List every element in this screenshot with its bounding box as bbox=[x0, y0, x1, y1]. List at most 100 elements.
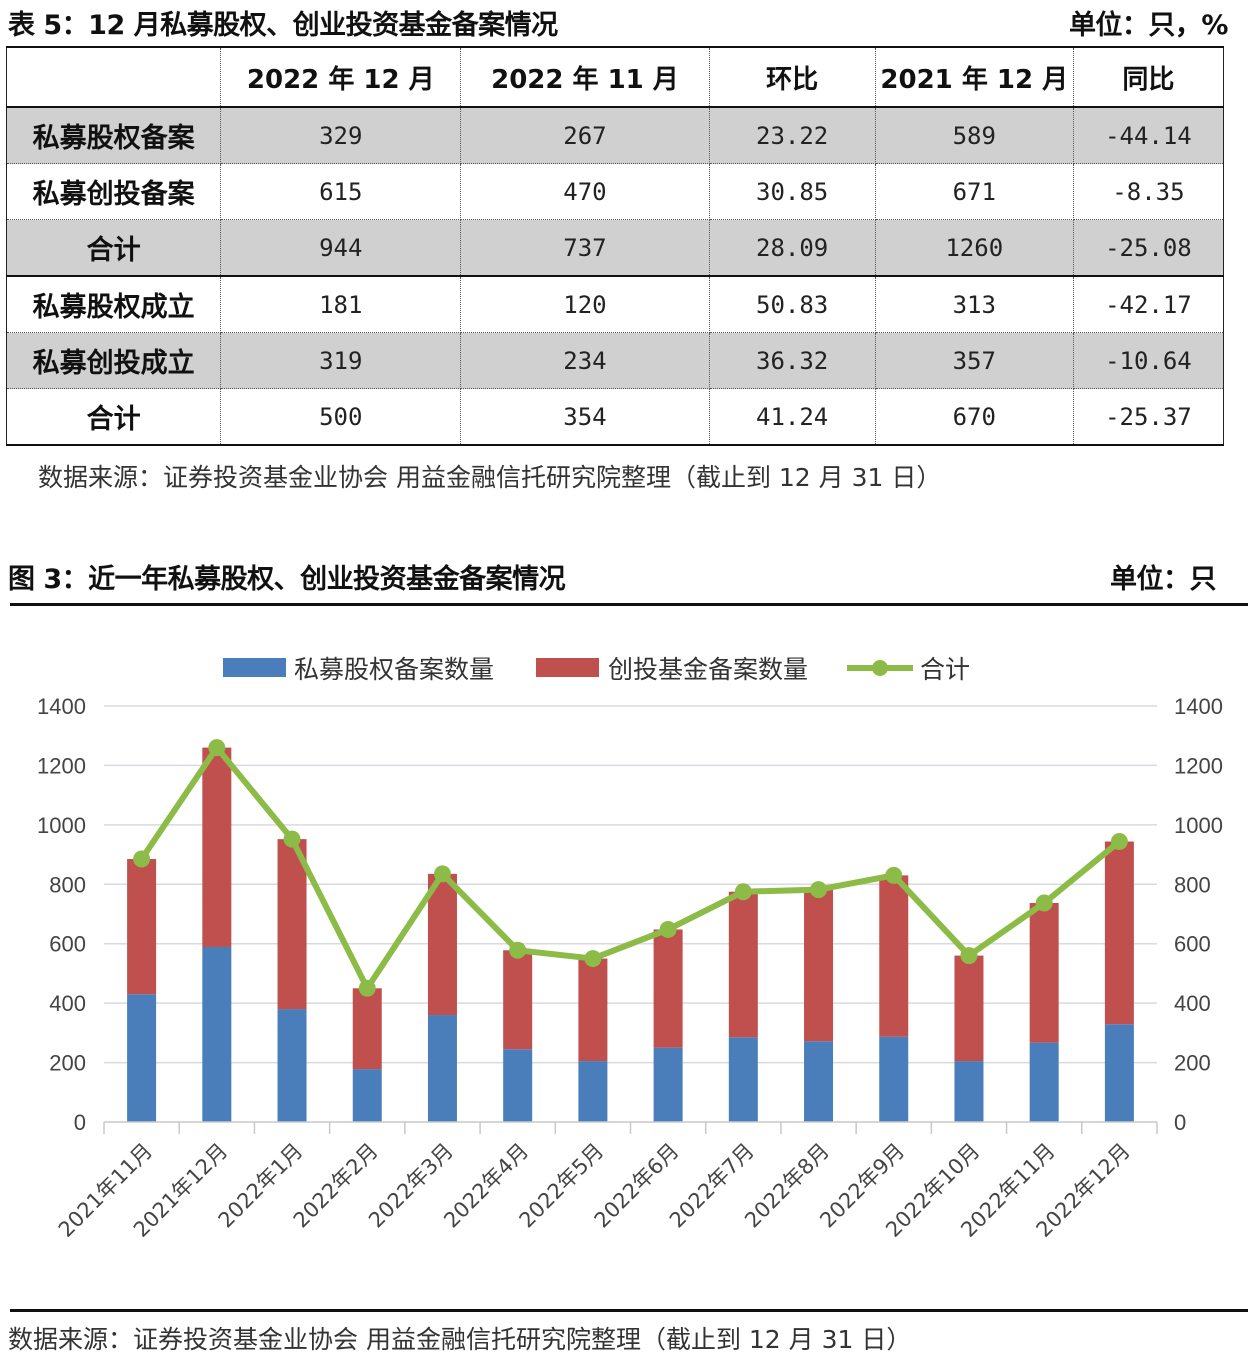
total-line-path bbox=[139, 744, 1122, 992]
y-tick-label: 1400 bbox=[37, 694, 86, 719]
gridlines bbox=[104, 705, 1157, 1064]
bar-equity bbox=[1029, 1042, 1059, 1122]
figure-3-unit: 单位：只 bbox=[1110, 563, 1217, 595]
total-point bbox=[509, 941, 527, 959]
legend-swatch-venture bbox=[536, 658, 599, 677]
cell: -42.17 bbox=[1072, 276, 1225, 333]
cell: 267 bbox=[460, 107, 710, 164]
total-point bbox=[734, 883, 752, 901]
bars bbox=[127, 747, 1134, 1122]
row-label: 合计 bbox=[5, 219, 222, 277]
legend-label-venture: 创投基金备案数量 bbox=[608, 655, 808, 684]
bar-venture bbox=[879, 875, 909, 1037]
column-header bbox=[5, 46, 222, 108]
cell: 944 bbox=[220, 219, 462, 277]
total-point bbox=[133, 850, 151, 868]
column-header: 同比 bbox=[1072, 46, 1225, 108]
table-row: 私募创投备案 615 470 30.85 671 -8.35 bbox=[5, 163, 1225, 220]
y2-tick-label: 400 bbox=[1174, 991, 1211, 1016]
table-row: 私募股权成立 181 120 50.83 313 -42.17 bbox=[5, 276, 1225, 333]
bar-venture bbox=[127, 859, 157, 995]
table-row: 合计 944 737 28.09 1260 -25.08 bbox=[5, 219, 1225, 277]
bar-equity bbox=[653, 1047, 683, 1122]
legend-swatch-equity bbox=[223, 658, 286, 677]
y-tick-label: 1200 bbox=[37, 753, 86, 778]
table-5-unit: 单位：只，% bbox=[1068, 9, 1229, 41]
cell: 313 bbox=[874, 276, 1074, 333]
cell: -8.35 bbox=[1072, 163, 1225, 220]
bar-equity bbox=[202, 946, 232, 1122]
total-point bbox=[810, 881, 828, 899]
bar-equity bbox=[804, 1041, 834, 1122]
table-5-header: 表 5：12 月私募股权、创业投资基金备案情况 单位：只，% bbox=[8, 2, 1229, 42]
figure-3-title: 图 3：近一年私募股权、创业投资基金备案情况 bbox=[8, 563, 566, 595]
cell: 30.85 bbox=[708, 163, 876, 220]
cell: 737 bbox=[460, 219, 710, 277]
cell: 50.83 bbox=[708, 276, 876, 333]
y-tick-label: 1000 bbox=[37, 813, 86, 838]
divider bbox=[10, 1309, 1248, 1312]
cell: 671 bbox=[874, 163, 1074, 220]
total-point bbox=[659, 920, 677, 938]
bar-equity bbox=[954, 1061, 984, 1122]
y2-tick-label: 600 bbox=[1174, 932, 1211, 957]
bar-venture bbox=[728, 891, 758, 1038]
cell: 28.09 bbox=[708, 219, 876, 277]
y2-tick-label: 1200 bbox=[1174, 753, 1223, 778]
cell: 589 bbox=[874, 107, 1074, 164]
total-point bbox=[358, 979, 376, 997]
cell: -10.64 bbox=[1072, 332, 1225, 389]
row-label: 私募股权备案 bbox=[5, 107, 222, 164]
cell: 36.32 bbox=[708, 332, 876, 389]
legend-label-equity: 私募股权备案数量 bbox=[294, 655, 494, 684]
total-point bbox=[1110, 832, 1128, 850]
y-tick-label: 0 bbox=[74, 1110, 86, 1135]
bar-venture bbox=[653, 929, 683, 1048]
total-point bbox=[1035, 894, 1053, 912]
bar-equity bbox=[879, 1036, 909, 1122]
total-point bbox=[433, 865, 451, 883]
bar-equity bbox=[578, 1061, 608, 1122]
figure-3-header: 图 3：近一年私募股权、创业投资基金备案情况 单位：只 bbox=[8, 556, 1217, 596]
bar-venture bbox=[804, 889, 834, 1042]
y2-tick-label: 800 bbox=[1174, 872, 1211, 897]
cell: 319 bbox=[220, 332, 462, 389]
cell: 670 bbox=[874, 388, 1074, 446]
y-axis-right: 0 200 400 600 800 1000 1200 1400 bbox=[1174, 694, 1223, 1135]
y-tick-label: 800 bbox=[49, 872, 86, 897]
stacked-bar-line-chart: 私募股权备案数量 创投基金备案数量 合计 0 200 400 600 800 1000 1200… bbox=[37, 655, 1223, 1242]
column-header: 2022 年 11 月 bbox=[460, 46, 710, 108]
bar-venture bbox=[352, 988, 382, 1070]
row-label: 私募创投备案 bbox=[5, 163, 222, 220]
row-label: 私募创投成立 bbox=[5, 332, 222, 389]
cell: 500 bbox=[220, 388, 462, 446]
table-5-title: 表 5：12 月私募股权、创业投资基金备案情况 bbox=[8, 9, 558, 41]
y2-tick-label: 0 bbox=[1174, 1110, 1186, 1135]
bar-venture bbox=[578, 958, 608, 1062]
bar-equity bbox=[277, 1009, 307, 1122]
table-header-row: 2022 年 12 月 2022 年 11 月 环比 2021 年 12 月 同… bbox=[5, 46, 1225, 108]
bar-equity bbox=[352, 1069, 382, 1122]
table-row: 合计 500 354 41.24 670 -25.37 bbox=[5, 388, 1225, 446]
cell: 23.22 bbox=[708, 107, 876, 164]
bar-equity bbox=[503, 1049, 533, 1122]
total-point bbox=[283, 830, 301, 848]
chart-legend: 私募股权备案数量 创投基金备案数量 合计 bbox=[223, 655, 970, 684]
cell: 120 bbox=[460, 276, 710, 333]
cell: -44.14 bbox=[1072, 107, 1225, 164]
total-point bbox=[584, 950, 602, 968]
y-tick-label: 600 bbox=[49, 932, 86, 957]
bar-equity bbox=[127, 994, 157, 1122]
bar-venture bbox=[503, 950, 533, 1050]
bar-venture bbox=[202, 747, 232, 947]
bar-equity bbox=[1104, 1024, 1134, 1122]
y2-tick-label: 200 bbox=[1174, 1051, 1211, 1076]
cell: 357 bbox=[874, 332, 1074, 389]
column-header: 环比 bbox=[708, 46, 876, 108]
column-header: 2021 年 12 月 bbox=[874, 46, 1074, 108]
cell: 470 bbox=[460, 163, 710, 220]
row-label: 私募股权成立 bbox=[5, 276, 222, 333]
y2-tick-label: 1000 bbox=[1174, 813, 1223, 838]
filing-table: 2022 年 12 月 2022 年 11 月 环比 2021 年 12 月 同… bbox=[5, 46, 1225, 446]
table-5-source-note: 数据来源：证券投资基金业协会 用益金融信托研究院整理（截止到 12 月 31 日… bbox=[38, 463, 942, 492]
